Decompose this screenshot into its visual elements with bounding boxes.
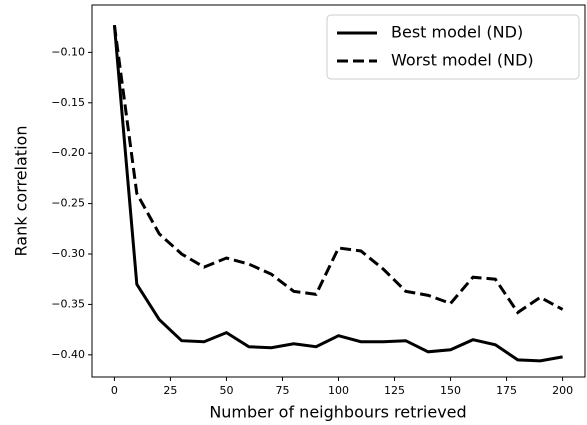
y-tick-label: −0.20 [51,146,85,159]
y-tick-label: −0.30 [51,247,85,260]
legend-box [326,14,580,80]
y-axis-label: Rank correlation [12,126,31,257]
x-tick-label: 125 [384,384,405,397]
x-tick-label: 75 [275,384,289,397]
x-axis-label: Number of neighbours retrieved [209,403,466,422]
y-tick-label: −0.15 [51,96,85,109]
x-tick-label: 100 [328,384,349,397]
legend-text: Best model (ND) [391,23,523,42]
legend-text: Worst model (ND) [391,51,534,70]
data-line [112,24,564,315]
y-tick-label: −0.40 [51,348,85,361]
x-tick-label: 200 [552,384,573,397]
data-line [112,25,563,363]
x-tick-label: 25 [163,384,177,397]
y-tick-label: −0.10 [51,45,85,58]
x-tick-label: 175 [496,384,517,397]
y-tick-label: −0.35 [51,297,85,310]
x-tick-label: 150 [440,384,461,397]
y-tick-label: −0.25 [51,197,85,210]
x-tick-label: 0 [111,384,118,397]
x-tick-label: 50 [219,384,233,397]
